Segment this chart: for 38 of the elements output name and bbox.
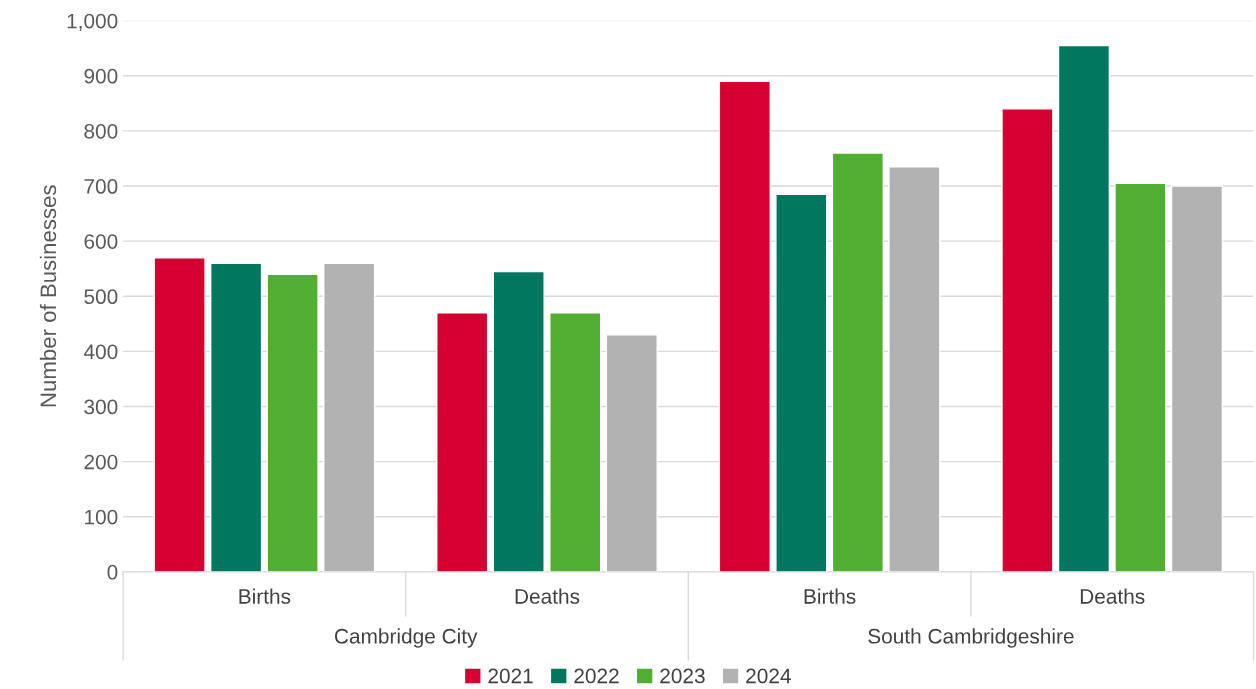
x-tick-label: Births [239, 588, 291, 604]
text: South Cambridgeshire [868, 628, 1074, 648]
text: Cambridge City [334, 628, 478, 648]
bar [209, 262, 263, 572]
legend-label: 2024 [746, 668, 791, 684]
bar [323, 262, 376, 572]
x-tick-label: Deaths [515, 588, 580, 604]
bar [1170, 185, 1224, 572]
bar [266, 273, 319, 572]
bar [605, 334, 658, 572]
bar [831, 152, 884, 572]
y-tick-label: 1,000 [67, 13, 118, 31]
legend-label: 2021 [488, 668, 533, 684]
y-tick-label: 600 [84, 234, 118, 249]
bar [888, 166, 941, 572]
bar [153, 256, 206, 572]
bar [1114, 182, 1167, 572]
y-tick-label: 800 [84, 123, 118, 139]
y-tick-label: 900 [84, 68, 118, 84]
y-tick-label: 500 [84, 289, 118, 305]
y-tick-label: 300 [84, 399, 118, 415]
legend-label: 2023 [660, 668, 705, 684]
y-tick-label: 400 [83, 344, 118, 360]
x-tick-label: Births [804, 588, 856, 604]
y-tick-label: 700 [84, 179, 118, 194]
bar [1057, 44, 1111, 572]
bar [436, 312, 489, 572]
legend-label: 2022 [574, 668, 619, 684]
bar [492, 270, 545, 572]
bar [718, 80, 771, 572]
y-tick-label: 100 [85, 509, 118, 525]
x-tick-label: Deaths [1080, 588, 1145, 604]
bar [775, 193, 828, 572]
y-tick-label: 0 [107, 564, 118, 580]
bar [1001, 108, 1054, 572]
y-axis-title: Number of Businesses [39, 185, 57, 407]
bar [549, 312, 602, 572]
y-tick-label: 200 [84, 454, 118, 470]
